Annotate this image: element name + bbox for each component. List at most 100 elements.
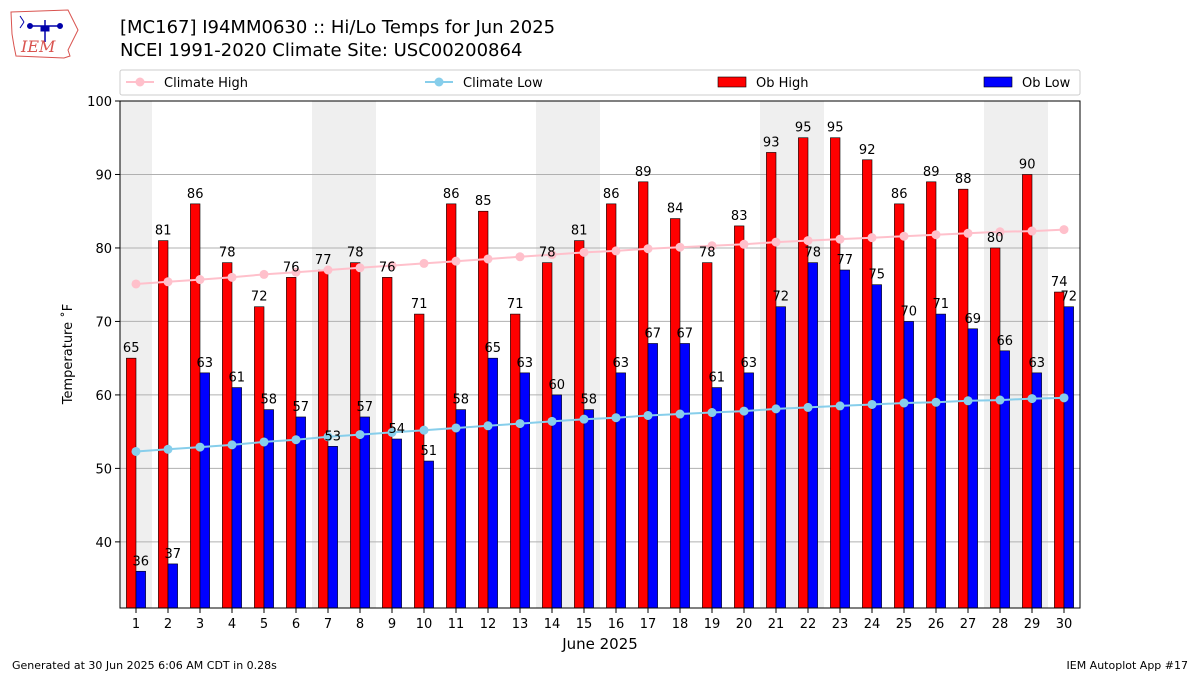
bar-ob-high-day-26 bbox=[926, 181, 937, 609]
x-tick-label-10: 10 bbox=[416, 617, 433, 632]
label-ob-low-day-27: 69 bbox=[965, 312, 982, 327]
x-tick-label-20: 20 bbox=[736, 617, 753, 632]
point-climate-low-day-8 bbox=[355, 430, 365, 440]
label-ob-low-day-10: 51 bbox=[421, 444, 438, 459]
label-ob-high-day-7: 77 bbox=[315, 253, 332, 268]
label-ob-low-day-28: 66 bbox=[997, 334, 1014, 349]
chart-subtitle: NCEI 1991-2020 Climate Site: USC00200864 bbox=[120, 40, 523, 61]
point-climate-low-day-1 bbox=[131, 446, 141, 456]
bar-ob-high-day-12 bbox=[478, 210, 489, 609]
x-tick-label-2: 2 bbox=[164, 617, 172, 632]
y-tick-label-40: 40 bbox=[95, 536, 112, 551]
point-climate-high-day-19 bbox=[707, 241, 717, 251]
chart-title: [MC167] I94MM0630 :: Hi/Lo Temps for Jun… bbox=[120, 17, 556, 38]
x-tick-label-30: 30 bbox=[1056, 617, 1073, 632]
point-climate-low-day-20 bbox=[739, 406, 749, 416]
label-ob-high-day-17: 89 bbox=[635, 165, 652, 180]
generated-timestamp: Generated at 30 Jun 2025 6:06 AM CDT in … bbox=[12, 659, 277, 672]
bar-ob-low-day-9 bbox=[391, 438, 402, 609]
iowa-outline-icon bbox=[10, 9, 79, 59]
legend: Climate High Climate Low Ob High Ob Low bbox=[119, 69, 1081, 96]
bar-ob-high-day-29 bbox=[1022, 174, 1033, 609]
point-climate-low-day-18 bbox=[675, 409, 685, 419]
bar-ob-low-day-19 bbox=[711, 387, 722, 609]
bar-ob-low-day-12 bbox=[487, 357, 498, 609]
bar-ob-high-day-21 bbox=[766, 152, 777, 609]
point-climate-high-day-25 bbox=[899, 231, 909, 241]
bar-ob-high-day-1 bbox=[126, 357, 137, 609]
label-ob-high-day-2: 81 bbox=[155, 224, 172, 239]
point-climate-high-day-2 bbox=[163, 277, 173, 287]
legend-swatch-marker-climate-high bbox=[135, 77, 145, 87]
label-ob-low-day-4: 61 bbox=[229, 371, 246, 386]
point-climate-low-day-21 bbox=[771, 404, 781, 414]
label-ob-high-day-22: 95 bbox=[795, 121, 812, 136]
point-climate-high-day-23 bbox=[835, 234, 845, 244]
x-tick-label-3: 3 bbox=[196, 617, 204, 632]
point-climate-high-day-15 bbox=[579, 247, 589, 257]
x-tick-label-7: 7 bbox=[324, 617, 332, 632]
point-climate-low-day-11 bbox=[451, 423, 461, 433]
x-tick-label-18: 18 bbox=[672, 617, 689, 632]
label-ob-low-day-22: 78 bbox=[805, 246, 822, 261]
x-tick-label-13: 13 bbox=[512, 617, 529, 632]
bar-ob-low-day-18 bbox=[679, 343, 690, 609]
label-ob-low-day-12: 65 bbox=[485, 341, 502, 356]
bar-ob-high-day-10 bbox=[414, 313, 425, 609]
line-climate-low bbox=[135, 396, 1065, 453]
point-climate-high-day-10 bbox=[419, 258, 429, 268]
x-tick-label-29: 29 bbox=[1024, 617, 1041, 632]
x-tick-label-16: 16 bbox=[608, 617, 625, 632]
point-climate-high-day-30 bbox=[1059, 225, 1069, 235]
bar-ob-low-day-22 bbox=[807, 262, 818, 609]
y-tick-label-70: 70 bbox=[95, 315, 112, 330]
point-climate-high-day-20 bbox=[739, 239, 749, 249]
label-ob-high-day-1: 65 bbox=[123, 341, 140, 356]
bar-ob-low-day-24 bbox=[871, 284, 882, 609]
bar-ob-low-day-27 bbox=[967, 328, 978, 609]
x-tick-label-1: 1 bbox=[132, 617, 140, 632]
bar-ob-low-day-3 bbox=[199, 372, 210, 609]
label-ob-high-day-4: 78 bbox=[219, 246, 236, 261]
label-ob-high-day-5: 72 bbox=[251, 290, 268, 305]
x-tick-label-4: 4 bbox=[228, 617, 236, 632]
label-ob-high-day-21: 93 bbox=[763, 135, 780, 150]
point-climate-high-day-26 bbox=[931, 230, 941, 240]
point-climate-high-day-22 bbox=[803, 236, 813, 246]
x-tick-label-19: 19 bbox=[704, 617, 721, 632]
label-ob-low-day-14: 60 bbox=[549, 378, 566, 393]
label-ob-low-day-2: 37 bbox=[165, 547, 182, 562]
point-climate-high-day-24 bbox=[867, 233, 877, 243]
label-ob-low-day-8: 57 bbox=[357, 400, 374, 415]
point-climate-low-day-12 bbox=[483, 421, 493, 431]
weekend-shading bbox=[120, 101, 1048, 608]
x-tick-label-27: 27 bbox=[960, 617, 977, 632]
bars bbox=[126, 137, 1074, 609]
point-climate-low-day-25 bbox=[899, 398, 909, 408]
point-climate-low-day-13 bbox=[515, 419, 525, 429]
bar-ob-high-day-23 bbox=[830, 137, 841, 609]
point-climate-low-day-22 bbox=[803, 402, 813, 412]
y-tick-label-50: 50 bbox=[95, 462, 112, 477]
legend-label-climate-high: Climate High bbox=[164, 76, 248, 91]
label-ob-low-day-24: 75 bbox=[869, 268, 886, 283]
x-tick-label-15: 15 bbox=[576, 617, 593, 632]
point-climate-high-day-18 bbox=[675, 242, 685, 252]
point-climate-high-day-29 bbox=[1027, 226, 1037, 236]
legend-swatch-marker-climate-low bbox=[434, 77, 444, 87]
bar-ob-high-day-22 bbox=[798, 137, 809, 609]
point-climate-high-day-27 bbox=[963, 228, 973, 238]
bar-ob-low-day-7 bbox=[327, 446, 338, 609]
point-climate-high-day-1 bbox=[131, 279, 141, 289]
point-climate-low-day-27 bbox=[963, 396, 973, 406]
point-climate-low-day-14 bbox=[547, 416, 557, 426]
x-axis: 1 2 3 4 5 6 7 8 9 10 11 12 13 14 15 16 17 18 19 20 21 22 23 24 2… bbox=[132, 608, 1072, 632]
label-ob-low-day-7: 53 bbox=[325, 429, 342, 444]
point-climate-low-day-5 bbox=[259, 437, 269, 447]
y-tick-label-60: 60 bbox=[95, 389, 112, 404]
x-tick-label-5: 5 bbox=[260, 617, 268, 632]
label-ob-high-day-25: 86 bbox=[891, 187, 908, 202]
point-climate-high-day-3 bbox=[195, 275, 205, 285]
label-ob-high-day-16: 86 bbox=[603, 187, 620, 202]
